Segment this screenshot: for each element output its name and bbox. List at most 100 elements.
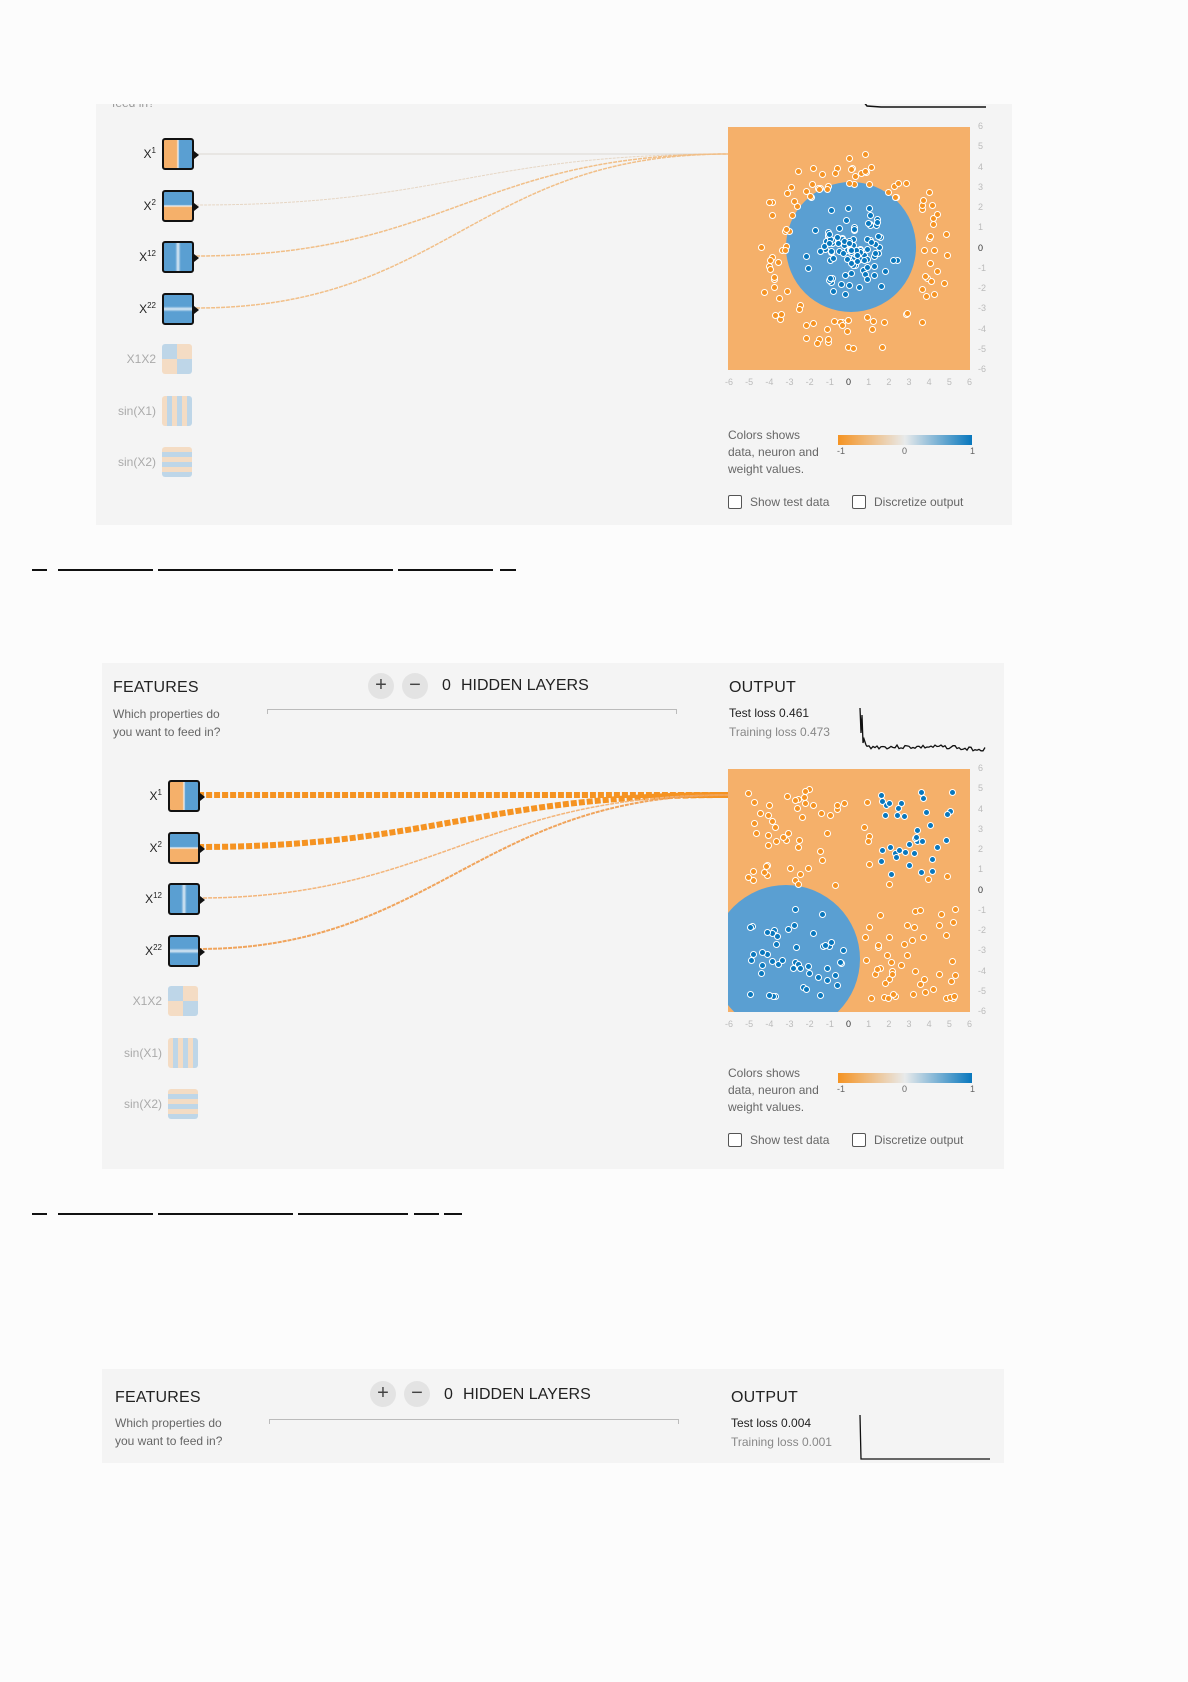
data-point: [793, 943, 801, 951]
data-point: [750, 798, 758, 806]
color-scale-bar: [838, 1073, 972, 1083]
x-tick-label: -5: [745, 1019, 754, 1029]
feature-label-sin-x2-: sin(X2): [123, 1097, 162, 1111]
data-point: [828, 207, 835, 215]
x-tick-label: -2: [805, 377, 814, 387]
output-title: OUTPUT: [729, 679, 796, 696]
x-tick-label: 5: [946, 377, 952, 387]
data-point: [798, 813, 806, 821]
x-tick-label: 6: [967, 377, 973, 387]
data-point: [903, 180, 910, 187]
discretize-output-checkbox[interactable]: Discretize output: [852, 495, 963, 509]
y-tick-label: 2: [978, 202, 984, 212]
feature-output-arrow: [200, 947, 205, 956]
show-test-data-checkbox[interactable]: Show test data: [728, 1133, 829, 1147]
x-tick-label: 1: [866, 1019, 872, 1029]
data-point: [839, 250, 847, 258]
add-layer-button[interactable]: +: [370, 1381, 396, 1407]
data-point: [829, 288, 837, 296]
data-point: [871, 249, 879, 257]
data-point: [869, 325, 877, 333]
x-tick-label: -3: [785, 1019, 794, 1029]
separator-1a: [32, 569, 47, 571]
x-tick-label: -4: [765, 377, 774, 387]
feature-toggle-x1[interactable]: [162, 138, 199, 170]
data-point: [788, 184, 796, 192]
y-tick-label: 3: [978, 181, 984, 192]
data-point: [816, 847, 824, 855]
data-point: [925, 875, 932, 883]
data-point: [927, 822, 935, 830]
feature-toggle-x1x2[interactable]: [168, 986, 198, 1016]
y-tick-label: 0: [978, 242, 984, 253]
data-point: [868, 238, 875, 246]
feature-toggle-x2[interactable]: [162, 189, 199, 222]
show-test-data-checkbox[interactable]: Show test data: [728, 495, 829, 509]
feature-output-arrow: [200, 844, 205, 853]
feature-toggle-sin-x1-[interactable]: [168, 1037, 198, 1068]
loss-readout: Test loss 0.004 Training loss 0.001: [731, 1414, 832, 1452]
y-tick-label: 4: [978, 161, 984, 172]
loss-readout: Test loss 0.461 Training loss 0.473: [729, 704, 830, 742]
data-point: [906, 840, 914, 848]
y-tick-label: -4: [978, 965, 987, 976]
data-point: [926, 259, 934, 267]
data-point: [818, 857, 826, 865]
data-point: [846, 179, 854, 187]
data-point: [776, 295, 784, 302]
discretize-output-checkbox[interactable]: Discretize output: [852, 1133, 963, 1147]
y-tick-label: 1: [978, 864, 984, 875]
data-point: [949, 788, 957, 796]
features-subtitle: Which properties do you want to feed in?: [113, 707, 221, 739]
data-point: [929, 214, 937, 222]
data-point: [758, 969, 766, 977]
data-point: [861, 168, 869, 176]
data-point: [810, 929, 818, 937]
feature-label-x12: X12: [139, 249, 156, 264]
data-point: [770, 283, 778, 291]
feature-toggle-sin-x2-[interactable]: [162, 447, 192, 477]
feature-toggle-sin-x2-[interactable]: [168, 1089, 198, 1119]
data-point: [840, 947, 848, 955]
remove-layer-button[interactable]: −: [402, 673, 428, 699]
data-point: [809, 181, 817, 189]
data-point: [753, 830, 761, 837]
data-point: [877, 857, 885, 865]
y-tick-label: 4: [978, 803, 984, 814]
data-point: [936, 971, 944, 979]
color-scale-tick: -1: [837, 1084, 846, 1094]
feature-label-x22: X22: [145, 942, 162, 958]
remove-layer-button[interactable]: −: [404, 1381, 430, 1407]
feature-toggle-x2[interactable]: [168, 831, 205, 864]
data-point: [824, 830, 832, 838]
feature-output-arrow: [194, 202, 199, 211]
data-point: [764, 928, 772, 936]
y-tick-label: 2: [978, 844, 984, 854]
feature-toggle-x12[interactable]: [168, 883, 205, 915]
data-point: [864, 314, 872, 322]
data-point: [922, 989, 930, 997]
feature-toggle-x12[interactable]: [162, 241, 199, 273]
feature-toggle-x1x2[interactable]: [162, 344, 192, 374]
feature-toggle-x1[interactable]: [168, 780, 205, 812]
add-layer-button[interactable]: +: [368, 673, 394, 699]
y-tick-label: 0: [978, 884, 984, 895]
feature-toggle-x22[interactable]: [168, 934, 205, 967]
data-point: [803, 334, 811, 342]
data-point: [944, 810, 952, 818]
data-point: [834, 981, 842, 989]
data-point: [790, 922, 798, 930]
data-point: [844, 256, 852, 263]
feature-label-sin-x1-: sin(X1): [123, 1045, 162, 1060]
y-tick-label: 3: [978, 823, 984, 834]
data-point: [803, 187, 811, 195]
data-point: [747, 990, 755, 998]
feature-toggle-sin-x1-[interactable]: [162, 395, 192, 426]
y-tick-label: 6: [978, 121, 984, 131]
feature-toggle-x22[interactable]: [162, 292, 199, 325]
data-point: [783, 225, 791, 233]
data-point: [795, 306, 803, 313]
color-scale-tick: 1: [970, 446, 976, 456]
data-point: [809, 801, 817, 809]
y-tick-label: -5: [978, 985, 987, 996]
